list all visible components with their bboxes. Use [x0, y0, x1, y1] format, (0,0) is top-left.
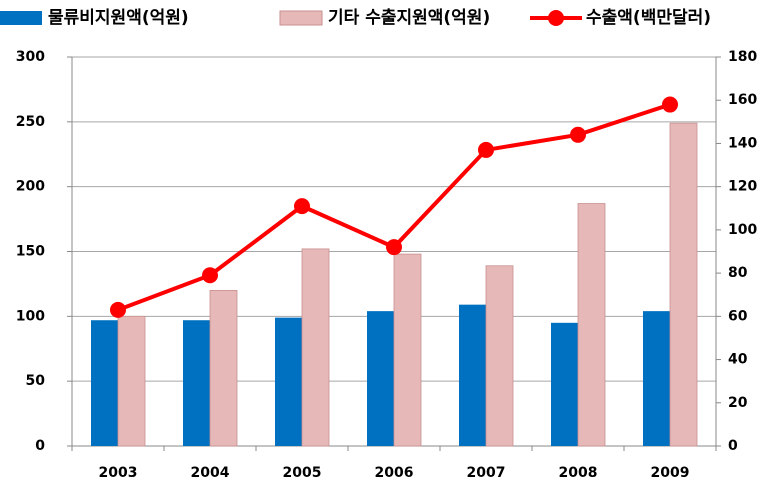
legend-label: 물류비지원액(억원): [48, 8, 189, 28]
y2-tick-label: 100: [728, 222, 757, 238]
bar: [393, 253, 422, 447]
point: [570, 126, 586, 143]
point: [110, 301, 126, 318]
y2-tick-label: 40: [728, 352, 748, 368]
y-tick-label: 150: [16, 244, 45, 260]
x-tick-label: 2007: [467, 465, 506, 481]
bar: [209, 289, 238, 447]
x-tick-label: 2009: [651, 465, 690, 481]
bar: [367, 311, 394, 446]
y2-tick-label: 80: [728, 265, 748, 281]
bar: [183, 320, 210, 446]
y2-tick-label: 20: [728, 395, 748, 411]
y2-tick-label: 180: [728, 49, 757, 65]
legend-swatch: [548, 10, 564, 26]
x-tick-label: 2003: [99, 465, 138, 481]
bar: [91, 320, 118, 446]
bar: [275, 317, 302, 446]
legend-label: 수출액(백만달러): [586, 7, 711, 28]
legend-swatch: [0, 11, 42, 25]
bar: [301, 248, 330, 447]
x-tick-label: 2006: [375, 465, 414, 481]
bar: [117, 315, 146, 447]
bar: [459, 304, 486, 446]
y2-tick-label: 140: [728, 135, 757, 151]
y2-tick-label: 60: [728, 308, 748, 324]
y-tick-label: 50: [26, 373, 46, 389]
y2-tick-label: 0: [728, 438, 738, 454]
legend-label: 기타 수출지원액(억원): [328, 8, 490, 28]
bar: [485, 265, 514, 447]
point: [294, 198, 310, 215]
x-tick-label: 2008: [559, 465, 598, 481]
x-tick-label: 2004: [191, 465, 230, 481]
bar: [551, 322, 578, 446]
y-tick-label: 250: [16, 114, 45, 130]
y-tick-label: 0: [35, 438, 45, 454]
legend: 물류비지원액(억원) 기타 수출지원액(억원) 수출액(백만달러): [0, 7, 711, 28]
y-tick-label: 300: [16, 49, 45, 65]
point: [662, 96, 678, 113]
bar: [669, 122, 698, 447]
y2-tick-label: 160: [728, 92, 757, 108]
legend-swatch: [279, 10, 323, 26]
point: [202, 267, 218, 284]
y-tick-label: 100: [16, 308, 45, 324]
bar: [577, 203, 606, 447]
y2-tick-label: 120: [728, 179, 757, 195]
x-tick-label: 2005: [283, 465, 322, 481]
point: [478, 141, 494, 158]
y-tick-label: 200: [16, 179, 45, 195]
point: [386, 239, 402, 256]
bar: [643, 311, 670, 446]
